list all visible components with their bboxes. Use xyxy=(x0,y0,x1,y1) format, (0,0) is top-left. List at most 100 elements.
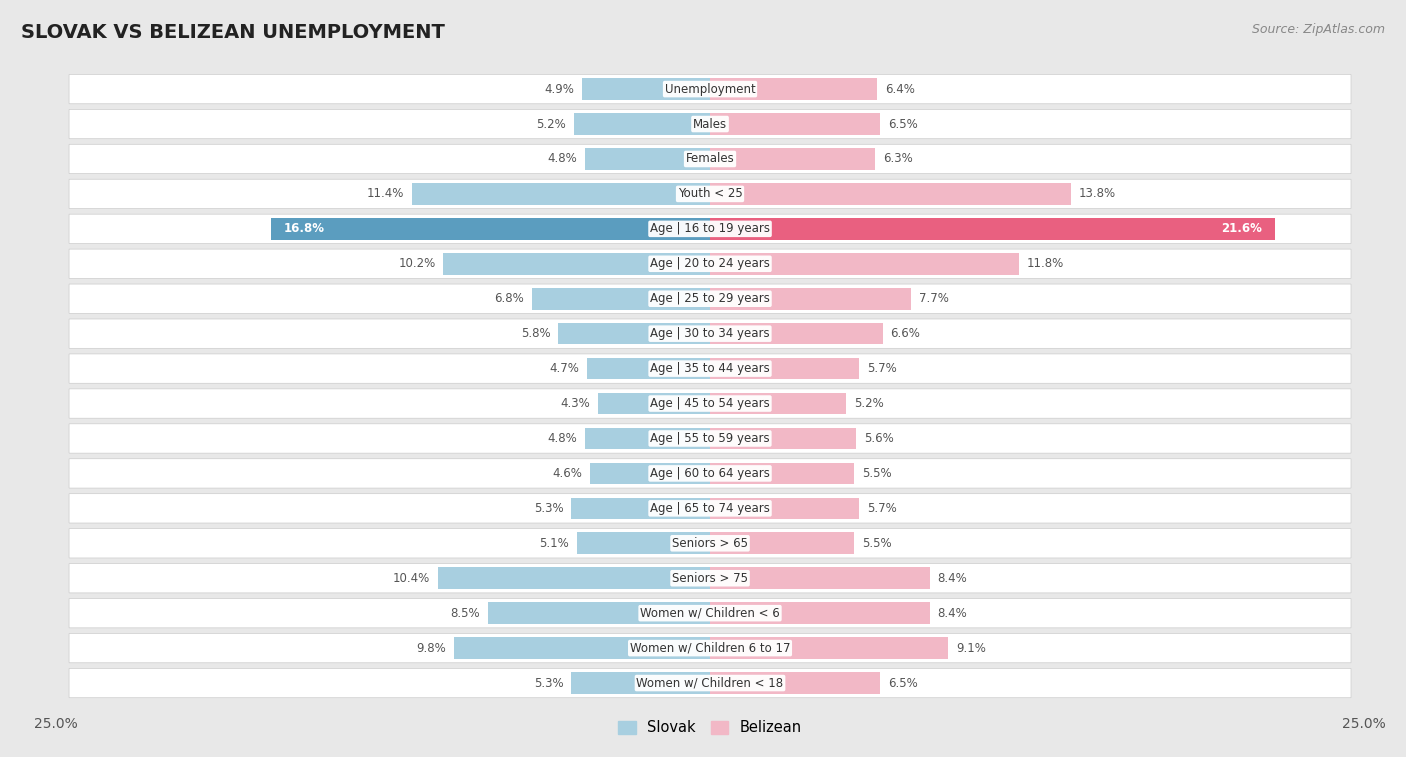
Text: 11.8%: 11.8% xyxy=(1026,257,1064,270)
Text: Women w/ Children 6 to 17: Women w/ Children 6 to 17 xyxy=(630,642,790,655)
Bar xyxy=(710,603,929,624)
Bar xyxy=(710,183,1071,204)
Bar xyxy=(533,288,710,310)
Text: Women w/ Children < 18: Women w/ Children < 18 xyxy=(637,677,783,690)
Text: 6.5%: 6.5% xyxy=(887,677,918,690)
Text: Age | 35 to 44 years: Age | 35 to 44 years xyxy=(650,362,770,375)
Text: Females: Females xyxy=(686,152,734,166)
Text: 7.7%: 7.7% xyxy=(920,292,949,305)
Text: 10.2%: 10.2% xyxy=(398,257,436,270)
Bar xyxy=(710,358,859,379)
Text: 16.8%: 16.8% xyxy=(284,223,325,235)
Text: 4.8%: 4.8% xyxy=(547,432,576,445)
Bar xyxy=(710,532,853,554)
FancyBboxPatch shape xyxy=(69,668,1351,698)
Bar xyxy=(710,393,846,414)
Text: 11.4%: 11.4% xyxy=(367,188,404,201)
FancyBboxPatch shape xyxy=(69,494,1351,523)
FancyBboxPatch shape xyxy=(69,74,1351,104)
Text: 9.1%: 9.1% xyxy=(956,642,986,655)
Bar xyxy=(412,183,710,204)
Text: Source: ZipAtlas.com: Source: ZipAtlas.com xyxy=(1251,23,1385,36)
Text: 6.8%: 6.8% xyxy=(495,292,524,305)
Text: 5.7%: 5.7% xyxy=(868,362,897,375)
Bar xyxy=(582,78,710,100)
Text: 4.7%: 4.7% xyxy=(550,362,579,375)
Text: Age | 45 to 54 years: Age | 45 to 54 years xyxy=(650,397,770,410)
Text: Youth < 25: Youth < 25 xyxy=(678,188,742,201)
Text: Age | 20 to 24 years: Age | 20 to 24 years xyxy=(650,257,770,270)
Text: 4.3%: 4.3% xyxy=(560,397,589,410)
Bar xyxy=(598,393,710,414)
Bar xyxy=(585,148,710,170)
Text: Women w/ Children < 6: Women w/ Children < 6 xyxy=(640,606,780,620)
FancyBboxPatch shape xyxy=(69,528,1351,558)
Bar xyxy=(710,428,856,450)
FancyBboxPatch shape xyxy=(69,599,1351,628)
Bar xyxy=(710,637,948,659)
Text: 5.5%: 5.5% xyxy=(862,537,891,550)
Bar xyxy=(710,218,1275,240)
FancyBboxPatch shape xyxy=(69,319,1351,348)
Text: 8.4%: 8.4% xyxy=(938,606,967,620)
Bar xyxy=(454,637,710,659)
FancyBboxPatch shape xyxy=(69,354,1351,383)
Text: Age | 55 to 59 years: Age | 55 to 59 years xyxy=(650,432,770,445)
Bar xyxy=(588,358,710,379)
Bar xyxy=(585,428,710,450)
FancyBboxPatch shape xyxy=(69,563,1351,593)
FancyBboxPatch shape xyxy=(69,284,1351,313)
Text: 4.6%: 4.6% xyxy=(553,467,582,480)
Text: Seniors > 65: Seniors > 65 xyxy=(672,537,748,550)
Text: 6.3%: 6.3% xyxy=(883,152,912,166)
Text: 6.5%: 6.5% xyxy=(887,117,918,130)
Text: Seniors > 75: Seniors > 75 xyxy=(672,572,748,584)
Bar xyxy=(571,497,710,519)
Bar xyxy=(571,672,710,694)
Text: 4.9%: 4.9% xyxy=(544,83,574,95)
FancyBboxPatch shape xyxy=(69,424,1351,453)
Bar xyxy=(710,114,880,135)
Bar xyxy=(574,114,710,135)
Text: Age | 60 to 64 years: Age | 60 to 64 years xyxy=(650,467,770,480)
Bar xyxy=(710,463,853,484)
Bar xyxy=(710,78,877,100)
Text: 5.3%: 5.3% xyxy=(534,502,564,515)
Bar xyxy=(710,322,883,344)
Bar xyxy=(710,288,911,310)
Text: SLOVAK VS BELIZEAN UNEMPLOYMENT: SLOVAK VS BELIZEAN UNEMPLOYMENT xyxy=(21,23,444,42)
FancyBboxPatch shape xyxy=(69,145,1351,173)
FancyBboxPatch shape xyxy=(69,459,1351,488)
Text: 5.1%: 5.1% xyxy=(538,537,569,550)
Bar xyxy=(443,253,710,275)
Text: 5.2%: 5.2% xyxy=(853,397,883,410)
Text: 5.8%: 5.8% xyxy=(520,327,551,340)
Bar xyxy=(439,568,710,589)
FancyBboxPatch shape xyxy=(69,389,1351,418)
Bar xyxy=(710,253,1018,275)
FancyBboxPatch shape xyxy=(69,634,1351,663)
Text: 8.5%: 8.5% xyxy=(450,606,479,620)
Text: Age | 25 to 29 years: Age | 25 to 29 years xyxy=(650,292,770,305)
Text: 4.8%: 4.8% xyxy=(547,152,576,166)
Text: Age | 16 to 19 years: Age | 16 to 19 years xyxy=(650,223,770,235)
Text: 5.7%: 5.7% xyxy=(868,502,897,515)
Text: 21.6%: 21.6% xyxy=(1220,223,1261,235)
Text: 10.4%: 10.4% xyxy=(392,572,430,584)
Text: 13.8%: 13.8% xyxy=(1078,188,1116,201)
Text: 5.5%: 5.5% xyxy=(862,467,891,480)
Text: 6.6%: 6.6% xyxy=(890,327,921,340)
Bar xyxy=(710,497,859,519)
Text: Unemployment: Unemployment xyxy=(665,83,755,95)
Bar xyxy=(576,532,710,554)
Bar xyxy=(589,463,710,484)
Bar xyxy=(710,568,929,589)
Text: 8.4%: 8.4% xyxy=(938,572,967,584)
Text: Males: Males xyxy=(693,117,727,130)
Text: 6.4%: 6.4% xyxy=(886,83,915,95)
Bar xyxy=(710,672,880,694)
Text: Age | 30 to 34 years: Age | 30 to 34 years xyxy=(650,327,770,340)
Text: 5.6%: 5.6% xyxy=(865,432,894,445)
Bar xyxy=(710,148,875,170)
FancyBboxPatch shape xyxy=(69,179,1351,209)
